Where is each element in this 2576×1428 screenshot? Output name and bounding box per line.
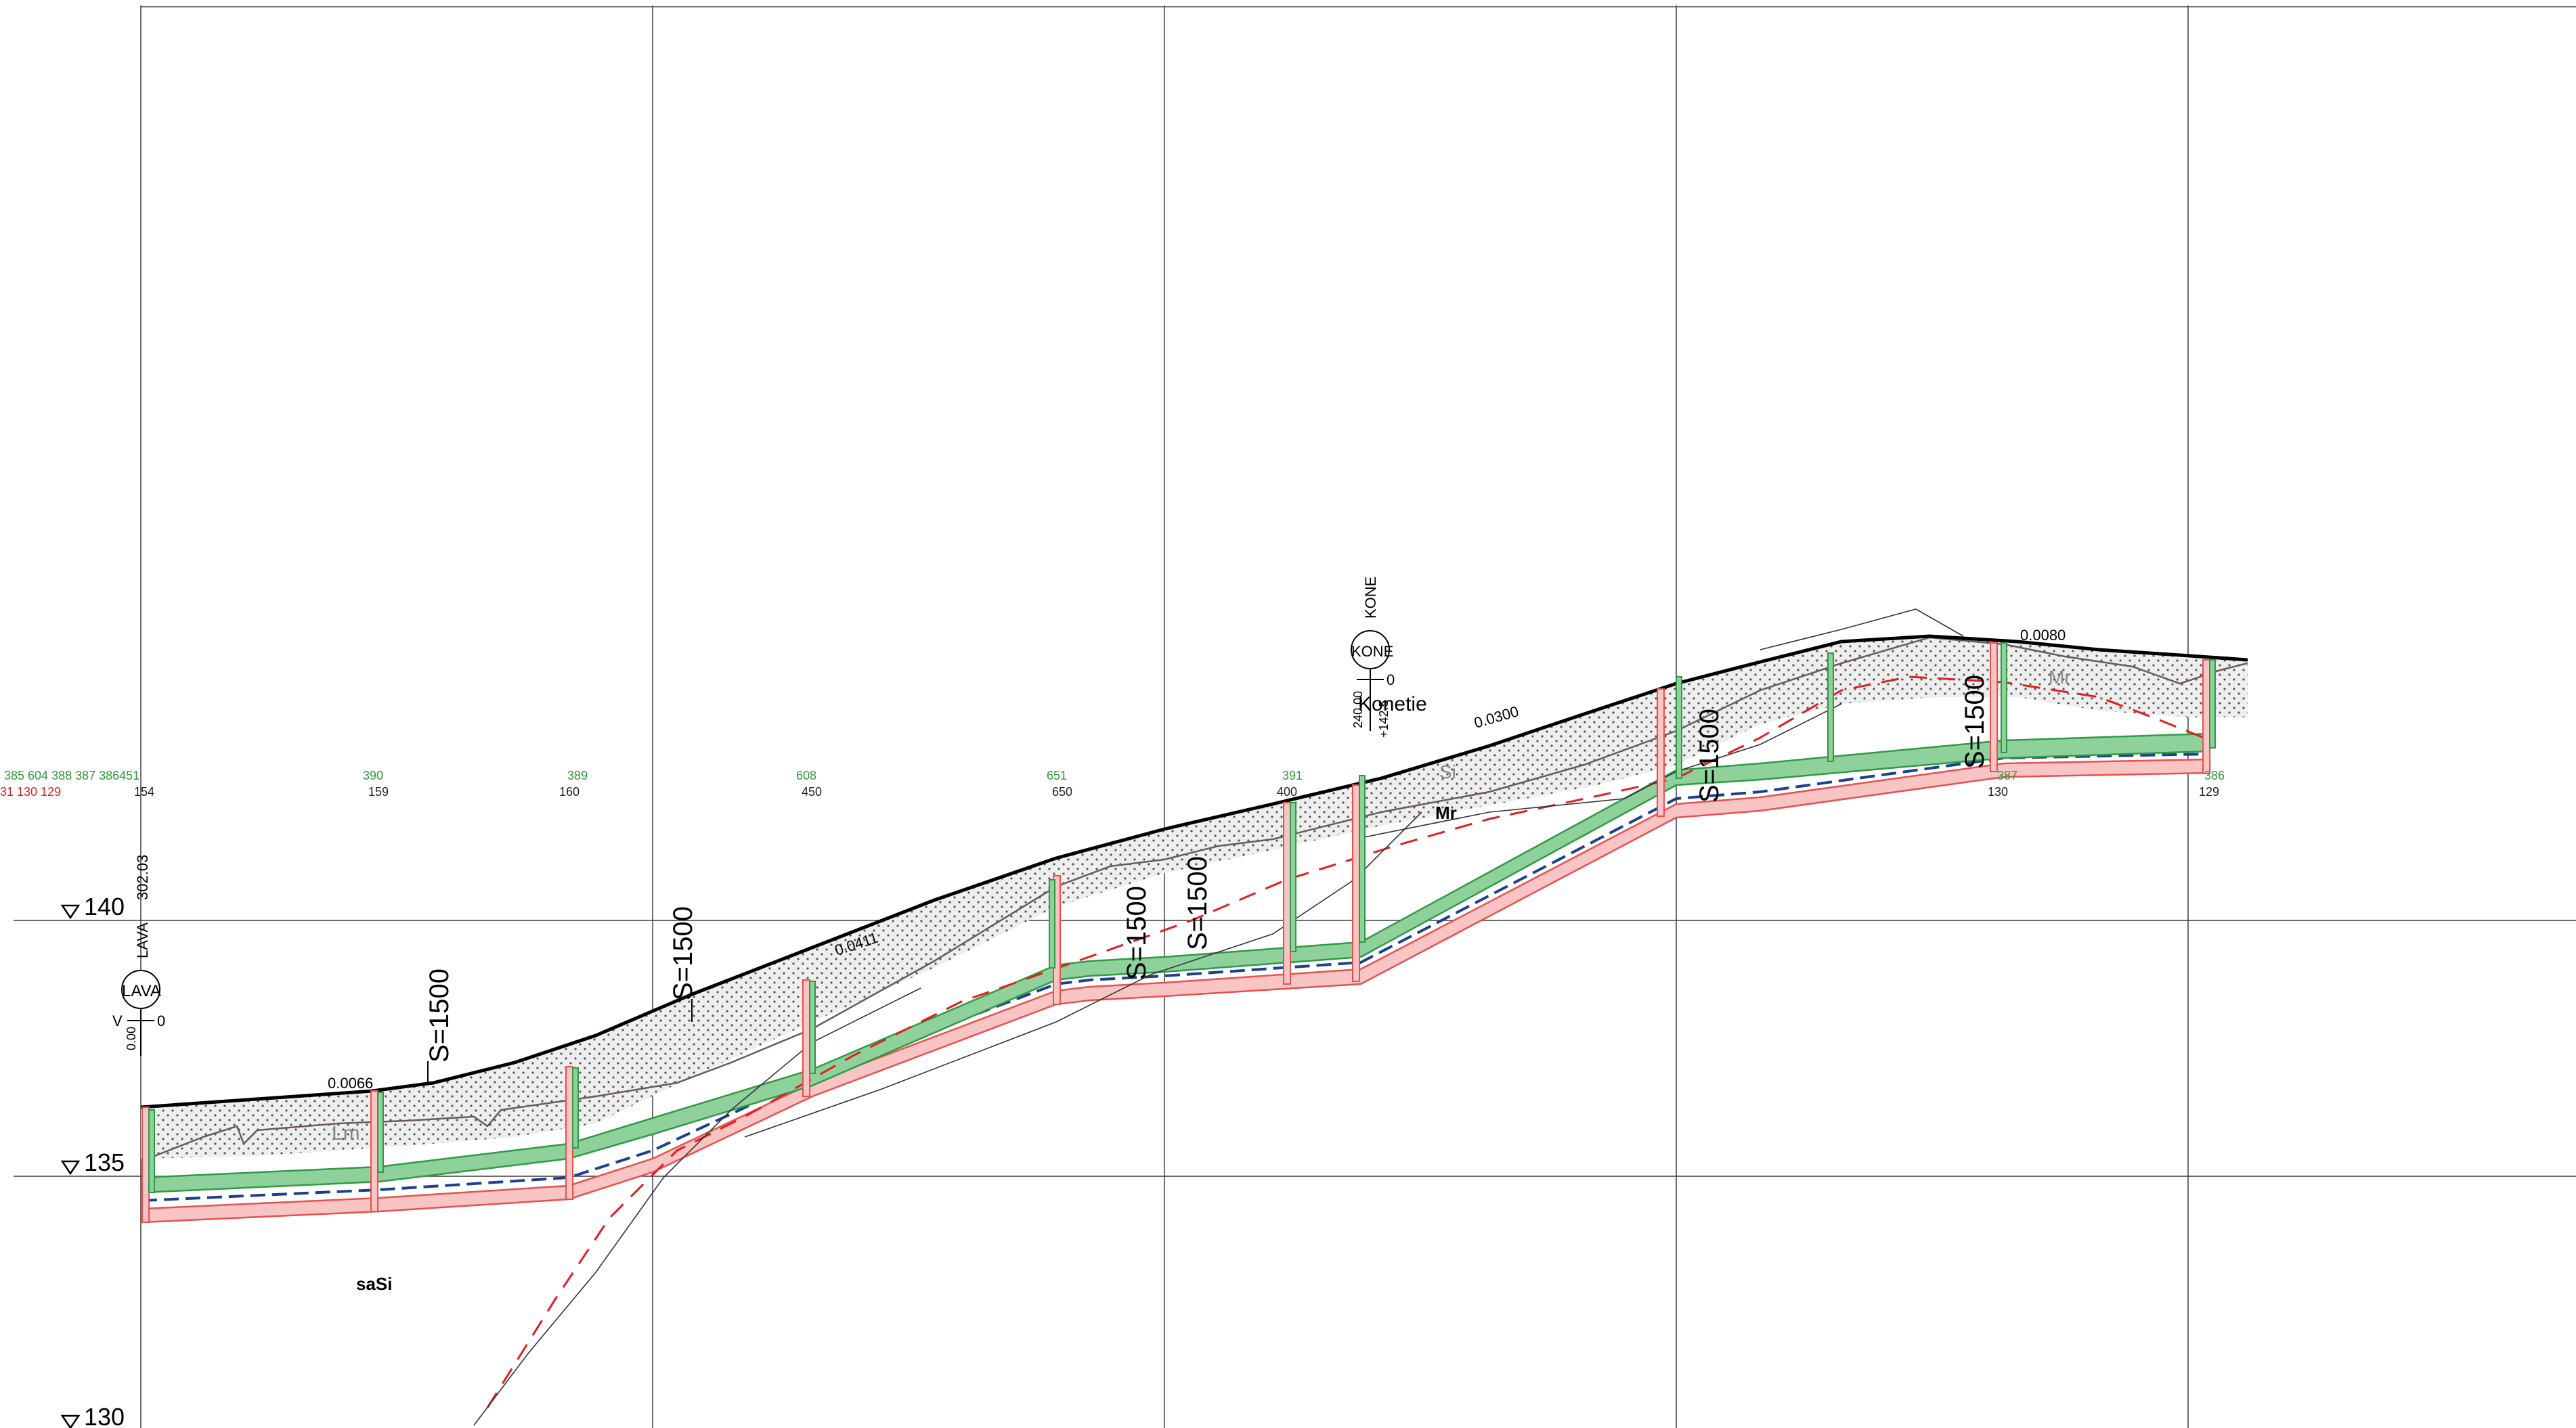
design-surface-line — [140, 634, 2248, 1109]
curve-radius-label: S=1500 — [668, 906, 698, 1000]
station-number-black: 450 — [802, 785, 822, 799]
well-post — [148, 1109, 155, 1193]
lava-label: LAVA — [122, 982, 161, 1000]
kone-chainage: 240.00 — [1351, 691, 1365, 728]
well-post — [1827, 652, 1834, 762]
konetie-annotation: Konetie — [1358, 693, 1427, 715]
station-row-black: 154 159 160 450 650 400 130 129 — [134, 785, 2219, 799]
well-post — [809, 981, 816, 1074]
slope-label: 0.0300 — [1472, 702, 1521, 732]
existing-line — [1353, 703, 1842, 840]
well-post — [1676, 676, 1682, 779]
well-post — [2202, 659, 2210, 774]
well-post — [1290, 802, 1296, 952]
well-post — [1657, 688, 1665, 817]
station-number-green: 389 — [567, 769, 588, 782]
well-post — [1359, 775, 1366, 943]
station-number-black: 130 — [1988, 785, 2008, 799]
station-row-red: 31 130 129 — [0, 785, 61, 799]
rock-surface-line — [486, 675, 2214, 1408]
soil-label-si: Si — [1439, 761, 1456, 782]
slope-label: 0.0080 — [2020, 627, 2066, 644]
elevation-label-140: 140 — [84, 893, 125, 920]
topsoil-layer — [141, 635, 2248, 1159]
curve-radius-label: S=1500 — [424, 968, 454, 1063]
curve-radius-label: S=1500 — [1183, 856, 1213, 950]
station-number-green: 651 — [1047, 769, 1067, 782]
station-number-green: 608 — [796, 769, 816, 782]
station-number-black: 159 — [368, 785, 389, 799]
soil-label-sasi: saSi — [356, 1274, 393, 1294]
elevation-triangle-icon — [60, 1414, 81, 1428]
lava-elevation: 302.03 — [134, 855, 151, 900]
curve-radius-label: S=1500 — [1695, 709, 1724, 803]
well-post — [2001, 642, 2007, 753]
well-post — [1283, 802, 1291, 985]
kone-elevation: +142.5 — [1377, 700, 1391, 738]
well-post — [2209, 659, 2216, 749]
station-number-black: 154 — [134, 785, 154, 799]
station-number-black: 129 — [2199, 785, 2219, 799]
well-post — [1049, 879, 1055, 968]
pipe-invert-line — [141, 753, 2210, 1202]
well-post — [565, 1066, 573, 1200]
well-posts — [141, 642, 2216, 1223]
station-number-red: 31 130 129 — [0, 785, 61, 799]
station-number-green: 390 — [363, 769, 383, 782]
elevation-triangle-icon — [60, 1160, 81, 1176]
soil-label-lm: Lm — [332, 1122, 360, 1144]
curve-labels: S=1500 S=1500 S=1500 S=1500 S=1500 S=150… — [424, 675, 1990, 1083]
existing-line — [1760, 608, 1964, 650]
well-post — [802, 979, 810, 1097]
station-row-green: 385 604 388 387 386451 390 389 608 651 3… — [4, 769, 2225, 782]
lava-value: 0 — [157, 1012, 165, 1029]
station-number-green: 386 — [2204, 769, 2225, 782]
kone-manhole: KONE KONE 0 240.00 +142.5 Konetie — [1351, 577, 1427, 738]
well-post — [572, 1067, 579, 1148]
station-number-black: 160 — [559, 785, 580, 799]
well-post — [1990, 642, 1998, 772]
elevation-label-130: 130 — [84, 1403, 125, 1428]
station-number-black: 650 — [1052, 785, 1072, 799]
lava-manhole: 302.03 LAVA LAVA V 0 0.00 — [112, 855, 165, 1056]
curve-radius-label: S=1500 — [1960, 675, 1990, 769]
lava-side: V — [112, 1012, 123, 1029]
existing-ground-line — [140, 636, 2248, 1163]
soil-label-mr: Mr — [1435, 803, 1457, 823]
kone-label: KONE — [1351, 643, 1393, 660]
station-number-green: 391 — [1282, 769, 1303, 782]
elevation-triangle-icon — [60, 904, 81, 920]
elevation-labels: 140 135 130 — [60, 893, 125, 1428]
slope-label: 0.0066 — [328, 1075, 373, 1092]
lava-chainage: 0.00 — [125, 1027, 138, 1050]
station-number-green: 385 604 388 387 386451 — [4, 769, 139, 782]
kone-value: 0 — [1387, 671, 1395, 688]
elevation-label-135: 135 — [84, 1148, 125, 1176]
well-post — [370, 1090, 378, 1212]
station-number-green: 387 — [1997, 769, 2017, 782]
curve-radius-label: S=1500 — [1122, 886, 1152, 980]
lava-vertical-label: LAVA — [134, 922, 151, 958]
soil-label-mr-top: Mr — [2049, 667, 2071, 688]
kone-vertical-label: KONE — [1362, 577, 1379, 619]
well-post — [377, 1092, 384, 1173]
well-post — [141, 1107, 150, 1223]
soil-labels: Lm Si Mr Mr saSi — [332, 667, 2071, 1294]
well-post — [1352, 784, 1360, 982]
station-number-black: 400 — [1277, 785, 1297, 799]
